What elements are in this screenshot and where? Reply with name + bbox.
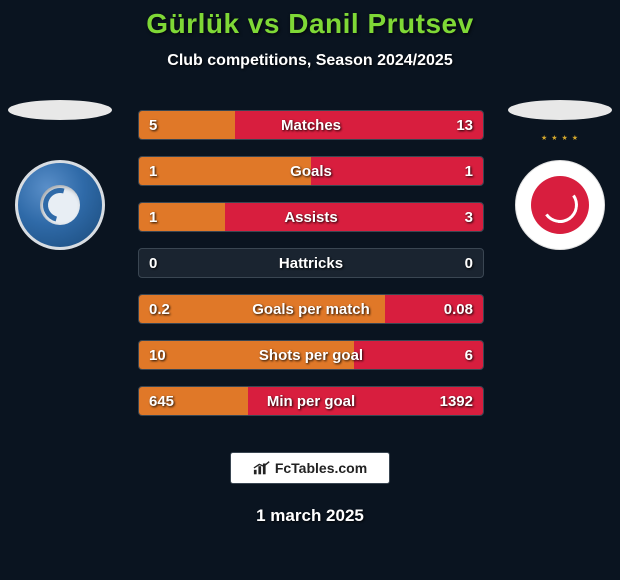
stat-row: 6451392Min per goal [138, 386, 484, 416]
stat-row: 106Shots per goal [138, 340, 484, 370]
right-club-column: ★ ★ ★ ★ [500, 94, 620, 250]
left-club-logo-icon [15, 160, 105, 250]
stat-row: 513Matches [138, 110, 484, 140]
content-area: ★ ★ ★ ★ 513Matches 11Goals 13Assists 00Hatt… [0, 94, 620, 434]
stat-label: Goals [139, 157, 483, 185]
stat-label: Goals per match [139, 295, 483, 323]
branding-text: FcTables.com [275, 460, 367, 476]
right-club-logo-icon [515, 160, 605, 250]
subtitle: Club competitions, Season 2024/2025 [0, 52, 620, 70]
stat-row: 11Goals [138, 156, 484, 186]
left-club-column [0, 94, 120, 250]
stat-label: Min per goal [139, 387, 483, 415]
stat-label: Shots per goal [139, 341, 483, 369]
stat-label: Hattricks [139, 249, 483, 277]
branding-badge: FcTables.com [230, 452, 390, 484]
stat-bars: 513Matches 11Goals 13Assists 00Hattricks 0.2… [138, 110, 484, 432]
date-label: 1 march 2025 [0, 506, 620, 526]
stat-row: 0.20.08Goals per match [138, 294, 484, 324]
comparison-infographic: Gürlük vs Danil Prutsev Club competition… [0, 0, 620, 580]
player-placeholder-ellipse [508, 100, 612, 120]
stars-icon: ★ ★ ★ ★ [541, 134, 579, 142]
player-placeholder-ellipse [8, 100, 112, 120]
stat-label: Assists [139, 203, 483, 231]
chart-icon [253, 460, 271, 476]
page-title: Gürlük vs Danil Prutsev [0, 8, 620, 40]
stat-row: 00Hattricks [138, 248, 484, 278]
stat-label: Matches [139, 111, 483, 139]
stat-row: 13Assists [138, 202, 484, 232]
